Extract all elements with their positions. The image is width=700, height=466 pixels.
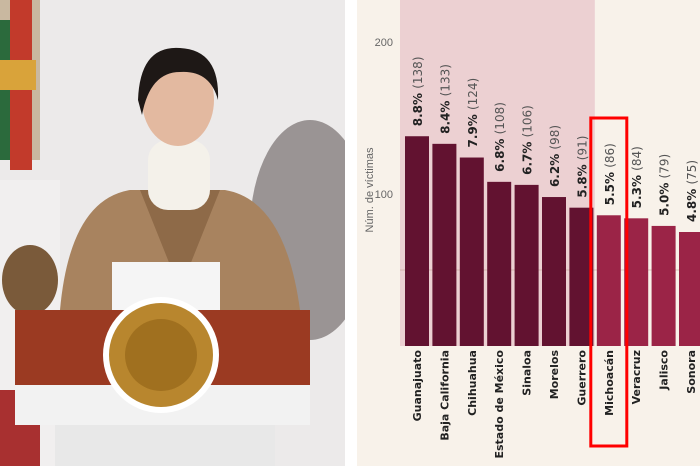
count-label: (133) (438, 64, 452, 96)
bar-sonora (679, 232, 700, 346)
percent-label: 5.5% (603, 168, 617, 205)
y-axis-label: Núm. de víctimas (364, 147, 376, 232)
percent-label: 5.0% (658, 178, 672, 215)
highlight-box (589, 116, 629, 448)
data-label: 5.0% (79) (658, 154, 672, 216)
bar-estado-de-méxico (487, 181, 512, 346)
bar-sinaloa (514, 184, 539, 346)
category-label: Chihuahua (466, 350, 479, 416)
bar-michoacán (596, 215, 621, 346)
data-label: 6.2% (98) (548, 125, 562, 187)
category-label: Baja California (438, 350, 451, 441)
category-label: Morelos (548, 350, 561, 400)
percent-label: 8.8% (411, 89, 425, 126)
category-label: Guanajuato (411, 350, 424, 422)
data-label: 5.8% (91) (575, 136, 589, 198)
category-label: Michoacán (603, 350, 616, 416)
category-label: Sinaloa (521, 350, 534, 396)
bar-chihuahua (459, 157, 484, 346)
bar-baja-california (432, 143, 457, 346)
category-label: Sonora (685, 350, 698, 394)
percent-label: 5.8% (575, 160, 589, 197)
y-tick-label: 100 (375, 189, 393, 201)
count-label: (75) (685, 160, 699, 185)
percent-label: 6.2% (548, 150, 562, 187)
percent-label: 6.7% (521, 137, 535, 174)
percent-label: 4.8% (685, 185, 699, 222)
bar-guanajuato (405, 136, 429, 346)
category-label: Jalisco (658, 350, 671, 391)
percent-label: 5.3% (630, 171, 644, 208)
count-label: (91) (575, 136, 589, 161)
bar-jalisco (651, 225, 676, 346)
count-label: (86) (603, 143, 617, 168)
percent-label: 7.9% (466, 110, 480, 147)
count-label: (84) (630, 146, 644, 171)
victims-by-state-bar-chart: Núm. de víctimas 100 200 8.8% (138) 8.4% (… (357, 0, 700, 466)
category-label: Veracruz (630, 350, 643, 404)
data-label: 5.5% (86) (603, 143, 617, 205)
count-label: (79) (658, 154, 672, 179)
data-label: 7.9% (124) (466, 78, 480, 148)
data-label: 4.8% (75) (685, 160, 699, 222)
count-label: (108) (493, 102, 507, 134)
category-label: Estado de México (493, 350, 506, 459)
data-label: 6.8% (108) (493, 102, 507, 172)
count-label: (106) (521, 105, 535, 137)
data-label: 8.4% (133) (438, 64, 452, 134)
press-conference-photo (0, 0, 345, 466)
count-label: (98) (548, 125, 562, 150)
percent-label: 8.4% (438, 96, 452, 133)
category-label: Guerrero (575, 350, 588, 406)
y-tick-label: 200 (375, 37, 393, 49)
percent-label: 6.8% (493, 134, 507, 171)
data-label: 8.8% (138) (411, 56, 425, 126)
count-label: (124) (466, 78, 480, 110)
data-label: 6.7% (106) (521, 105, 535, 175)
data-label: 5.3% (84) (630, 146, 644, 208)
bar-morelos (542, 197, 566, 346)
count-label: (138) (411, 56, 425, 88)
speaker-at-podium-image (0, 0, 345, 466)
